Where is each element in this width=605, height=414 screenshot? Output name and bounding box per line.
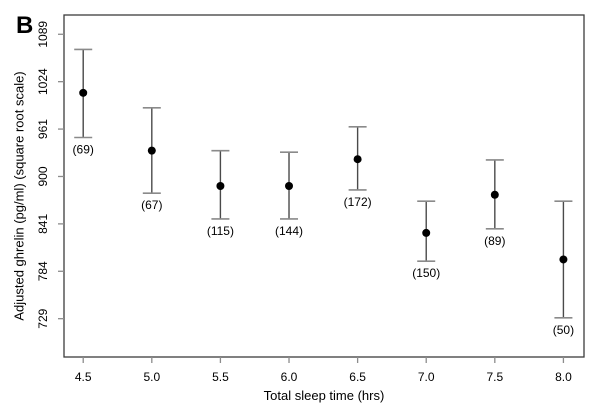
sample-size-label: (69) [73, 143, 94, 157]
y-axis-title: Adjusted ghrelin (pg/ml) (square root sc… [12, 71, 27, 320]
x-axis-ticks: 4.5 5.0 5.5 6.0 6.5 7.0 7.5 8.0 [75, 357, 572, 384]
mean-point-dot [79, 88, 88, 97]
sample-size-label: (150) [412, 266, 440, 280]
y-axis-ticks: 729 784 841 900 961 1024 1089 [36, 21, 64, 329]
mean-point-dot [285, 181, 294, 190]
mean-point-dot [216, 181, 225, 190]
sample-size-label: (115) [207, 224, 234, 238]
panel-label: B [16, 12, 33, 39]
y-tick-label: 841 [36, 214, 50, 234]
data-point-group: (115) [207, 149, 234, 238]
x-tick-label: 8.0 [555, 370, 572, 384]
data-point-group: (150) [412, 200, 440, 280]
sample-size-label: (172) [344, 195, 372, 209]
data-point-group: (144) [275, 151, 303, 238]
mean-point-dot [422, 228, 431, 237]
sample-size-label: (89) [484, 234, 505, 248]
y-tick-label: 961 [36, 119, 50, 139]
x-tick-label: 5.0 [143, 370, 160, 384]
y-tick-label: 900 [36, 166, 50, 186]
plot-frame [63, 14, 585, 358]
sample-size-label: (67) [141, 198, 162, 212]
y-tick-label: 1024 [36, 68, 50, 95]
x-tick-label: 7.0 [418, 370, 435, 384]
data-point-group: (172) [344, 125, 372, 209]
y-tick-label: 729 [36, 308, 50, 328]
mean-point-dot [147, 146, 156, 155]
y-tick-label: 784 [36, 261, 50, 281]
y-tick-label: 1089 [36, 21, 50, 48]
x-tick-label: 7.5 [486, 370, 503, 384]
x-axis-title: Total sleep time (hrs) [264, 388, 385, 403]
x-tick-label: 5.5 [212, 370, 229, 384]
errorbar-series: (69) (67) (115) (144) (172) (150) (89) (50) [73, 48, 574, 337]
data-point-group: (67) [141, 107, 162, 212]
sample-size-label: (144) [275, 224, 303, 238]
x-tick-label: 6.5 [349, 370, 366, 384]
mean-point-dot [559, 255, 568, 264]
mean-point-dot [490, 190, 499, 199]
data-point-group: (50) [553, 200, 574, 337]
x-tick-label: 6.0 [281, 370, 298, 384]
sample-size-label: (50) [553, 323, 574, 337]
data-point-group: (89) [484, 159, 505, 248]
data-point-group: (69) [73, 48, 94, 157]
mean-point-dot [353, 155, 362, 164]
x-tick-label: 4.5 [75, 370, 92, 384]
